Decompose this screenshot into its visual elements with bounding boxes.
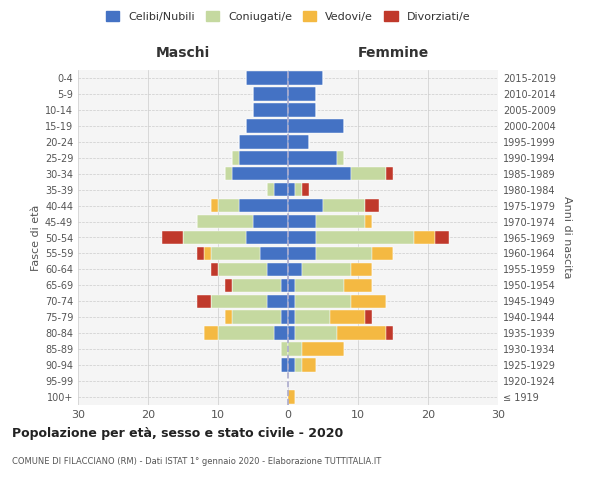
Bar [302,358,316,372]
Bar [267,183,274,196]
Bar [197,294,211,308]
Bar [197,215,253,228]
Bar [225,167,232,180]
Bar [302,262,351,276]
Bar [239,151,288,164]
Bar [323,199,365,212]
Bar [288,278,295,292]
Bar [281,342,288,356]
Bar [435,230,449,244]
Bar [218,199,239,212]
Bar [288,167,351,180]
Bar [232,310,281,324]
Bar [218,326,274,340]
Bar [253,215,288,228]
Bar [316,215,365,228]
Bar [239,199,288,212]
Bar [232,151,239,164]
Bar [302,342,344,356]
Bar [295,326,337,340]
Text: Maschi: Maschi [156,46,210,60]
Bar [225,278,232,292]
Bar [344,278,372,292]
Bar [414,230,435,244]
Bar [246,230,288,244]
Bar [288,230,316,244]
Bar [316,246,372,260]
Bar [288,135,309,148]
Bar [288,151,337,164]
Bar [239,135,288,148]
Bar [204,246,211,260]
Bar [281,310,288,324]
Bar [295,310,330,324]
Bar [288,342,302,356]
Bar [246,71,288,85]
Bar [232,167,288,180]
Bar [316,230,414,244]
Bar [386,326,393,340]
Bar [372,246,393,260]
Bar [162,230,183,244]
Bar [211,246,260,260]
Bar [386,167,393,180]
Bar [225,310,232,324]
Text: Popolazione per età, sesso e stato civile - 2020: Popolazione per età, sesso e stato civil… [12,428,343,440]
Bar [288,262,302,276]
Y-axis label: Anni di nascita: Anni di nascita [562,196,572,279]
Bar [253,103,288,117]
Bar [204,326,218,340]
Bar [351,262,372,276]
Bar [197,246,204,260]
Bar [267,294,288,308]
Bar [260,246,288,260]
Legend: Celibi/Nubili, Coniugati/e, Vedovi/e, Divorziati/e: Celibi/Nubili, Coniugati/e, Vedovi/e, Di… [103,8,473,25]
Bar [211,262,218,276]
Bar [365,310,372,324]
Bar [288,71,323,85]
Bar [365,199,379,212]
Bar [295,294,351,308]
Bar [337,151,344,164]
Bar [295,278,344,292]
Bar [288,326,295,340]
Bar [211,199,218,212]
Y-axis label: Fasce di età: Fasce di età [31,204,41,270]
Bar [295,183,302,196]
Bar [288,103,316,117]
Bar [351,294,386,308]
Bar [288,199,323,212]
Bar [288,358,295,372]
Bar [281,358,288,372]
Bar [232,278,281,292]
Bar [351,167,386,180]
Text: COMUNE DI FILACCIANO (RM) - Dati ISTAT 1° gennaio 2020 - Elaborazione TUTTITALIA: COMUNE DI FILACCIANO (RM) - Dati ISTAT 1… [12,458,381,466]
Bar [288,119,344,132]
Bar [281,278,288,292]
Bar [365,215,372,228]
Bar [218,262,267,276]
Bar [288,390,295,404]
Bar [295,358,302,372]
Bar [288,246,316,260]
Bar [288,215,316,228]
Bar [211,294,267,308]
Bar [302,183,309,196]
Bar [288,87,316,101]
Bar [288,310,295,324]
Bar [274,183,288,196]
Bar [337,326,386,340]
Bar [274,326,288,340]
Text: Femmine: Femmine [358,46,428,60]
Bar [253,87,288,101]
Bar [246,119,288,132]
Bar [288,183,295,196]
Bar [288,294,295,308]
Bar [183,230,246,244]
Bar [330,310,365,324]
Bar [267,262,288,276]
